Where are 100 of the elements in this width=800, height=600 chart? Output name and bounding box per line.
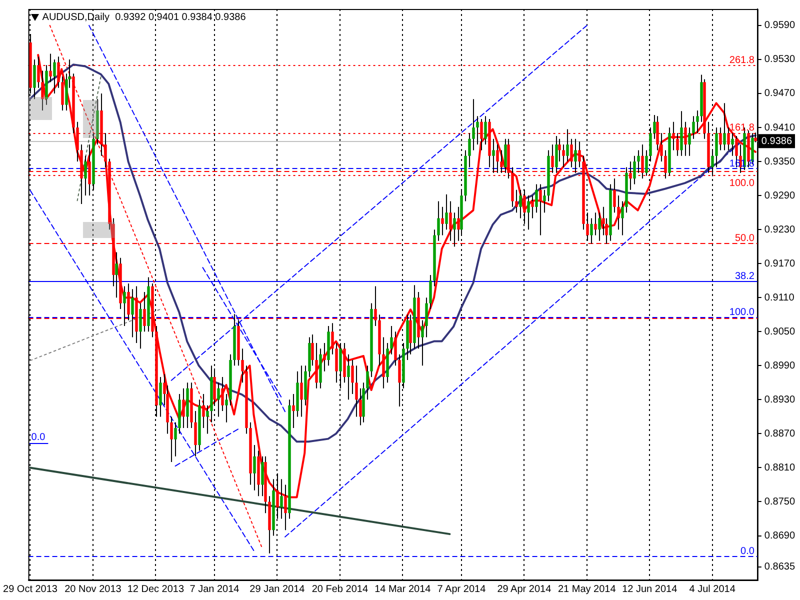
candlestick (543, 189, 546, 214)
candlestick (574, 138, 577, 174)
candlestick (331, 322, 334, 355)
candlestick (206, 404, 209, 434)
chart-title: AUDUSD,Daily 0.9392 0.9401 0.9384 0.9386 (42, 12, 246, 23)
candlestick (590, 218, 593, 244)
x-tick-label: 20 Nov 2013 (64, 584, 122, 595)
y-tick-label: 0.9290 (764, 190, 796, 202)
annotation: 0.0 (31, 432, 46, 443)
candlestick (555, 136, 558, 174)
y-tick-label: 0.8635 (764, 562, 796, 573)
y-tick-label: 0.8930 (764, 394, 796, 406)
y-tick-label: 0.9530 (764, 54, 796, 66)
annotation: 100.0 (729, 178, 755, 190)
annotation: 261.8 (729, 55, 755, 66)
candlestick (457, 206, 460, 242)
candlestick (202, 394, 205, 429)
candlestick (115, 252, 118, 298)
candlestick (680, 110, 683, 156)
candlestick (311, 334, 314, 366)
y-tick-label: 0.8870 (764, 428, 796, 440)
candlestick (535, 184, 538, 214)
candlestick (621, 200, 624, 236)
candlestick (241, 348, 244, 384)
candlestick (637, 150, 640, 174)
candlestick (531, 195, 534, 219)
x-tick-label: 7 Jan 2014 (190, 584, 240, 595)
candlestick (484, 116, 487, 146)
candlestick (617, 195, 620, 230)
candlestick (504, 138, 507, 174)
y-tick-label: 0.8690 (764, 530, 796, 542)
candlestick (292, 394, 295, 429)
y-tick-label: 0.9170 (764, 258, 796, 270)
candlestick (280, 478, 283, 520)
x-tick-label: 21 May 2014 (558, 584, 616, 595)
candlestick (261, 456, 264, 497)
candlestick (453, 212, 456, 248)
candlestick (527, 195, 530, 230)
annotation: 50.0 (734, 233, 755, 244)
candlestick (421, 320, 424, 366)
candlestick (221, 376, 224, 412)
candlestick (84, 155, 87, 196)
candlestick (323, 342, 326, 372)
ref-line-label: 0.9386 (761, 136, 792, 147)
annotation: 161.8 (729, 122, 755, 134)
candlestick (253, 444, 256, 491)
candlestick (429, 274, 432, 310)
candlestick (441, 206, 444, 236)
x-tick-label: 14 Mar 2014 (374, 584, 432, 595)
y-tick-label: 0.9470 (764, 88, 796, 100)
candlestick (355, 365, 358, 418)
candlestick (123, 286, 126, 326)
y-tick-label: 0.9050 (764, 326, 796, 338)
candlestick (653, 114, 656, 140)
candlestick (515, 189, 518, 214)
y-tick-label: 0.9590 (764, 20, 796, 32)
candlestick (182, 388, 185, 429)
candlestick (715, 127, 718, 168)
candlestick (351, 359, 354, 395)
candlestick (174, 422, 177, 457)
candlestick (41, 70, 44, 111)
candlestick (390, 325, 393, 355)
x-tick-label: 12 Jun 2014 (622, 584, 678, 595)
candlestick (53, 58, 56, 94)
x-tick-label: 4 Jul 2014 (689, 584, 736, 595)
candlestick (437, 200, 440, 242)
candlestick (570, 138, 573, 168)
candlestick (692, 116, 695, 140)
y-tick-label: 0.9230 (764, 224, 796, 236)
candlestick (449, 200, 452, 242)
candlestick (731, 132, 734, 156)
x-tick-label: 12 Dec 2013 (127, 584, 184, 595)
x-tick-label: 29 Jan 2014 (250, 584, 306, 595)
candlestick (578, 141, 581, 168)
candlestick (472, 98, 475, 151)
candlestick (562, 144, 565, 168)
x-tick-label: 7 Apr 2014 (437, 584, 486, 595)
y-tick-label: 0.9350 (764, 156, 796, 168)
candlestick (33, 58, 36, 100)
candlestick (300, 365, 303, 418)
y-tick-label: 0.8750 (764, 496, 796, 508)
candlestick (366, 365, 369, 400)
y-tick-label: 0.9410 (764, 122, 796, 134)
candlestick (225, 394, 228, 423)
candlestick (61, 76, 64, 111)
x-tick-label: 20 Feb 2014 (312, 584, 368, 595)
candlestick (315, 342, 318, 389)
candlestick (558, 138, 561, 162)
candlestick (476, 116, 479, 146)
candlestick (159, 376, 162, 418)
candlestick (633, 155, 636, 185)
candlestick (613, 178, 616, 214)
x-tick-label: 29 Apr 2014 (497, 584, 552, 595)
candlestick (696, 110, 699, 134)
candlestick (131, 288, 134, 338)
annotation: 38.2 (734, 271, 755, 282)
y-tick-label: 0.8810 (764, 462, 796, 474)
annotation: 100.0 (729, 306, 755, 318)
candlestick (445, 194, 448, 230)
x-tick-label: 29 Oct 2013 (3, 584, 58, 595)
